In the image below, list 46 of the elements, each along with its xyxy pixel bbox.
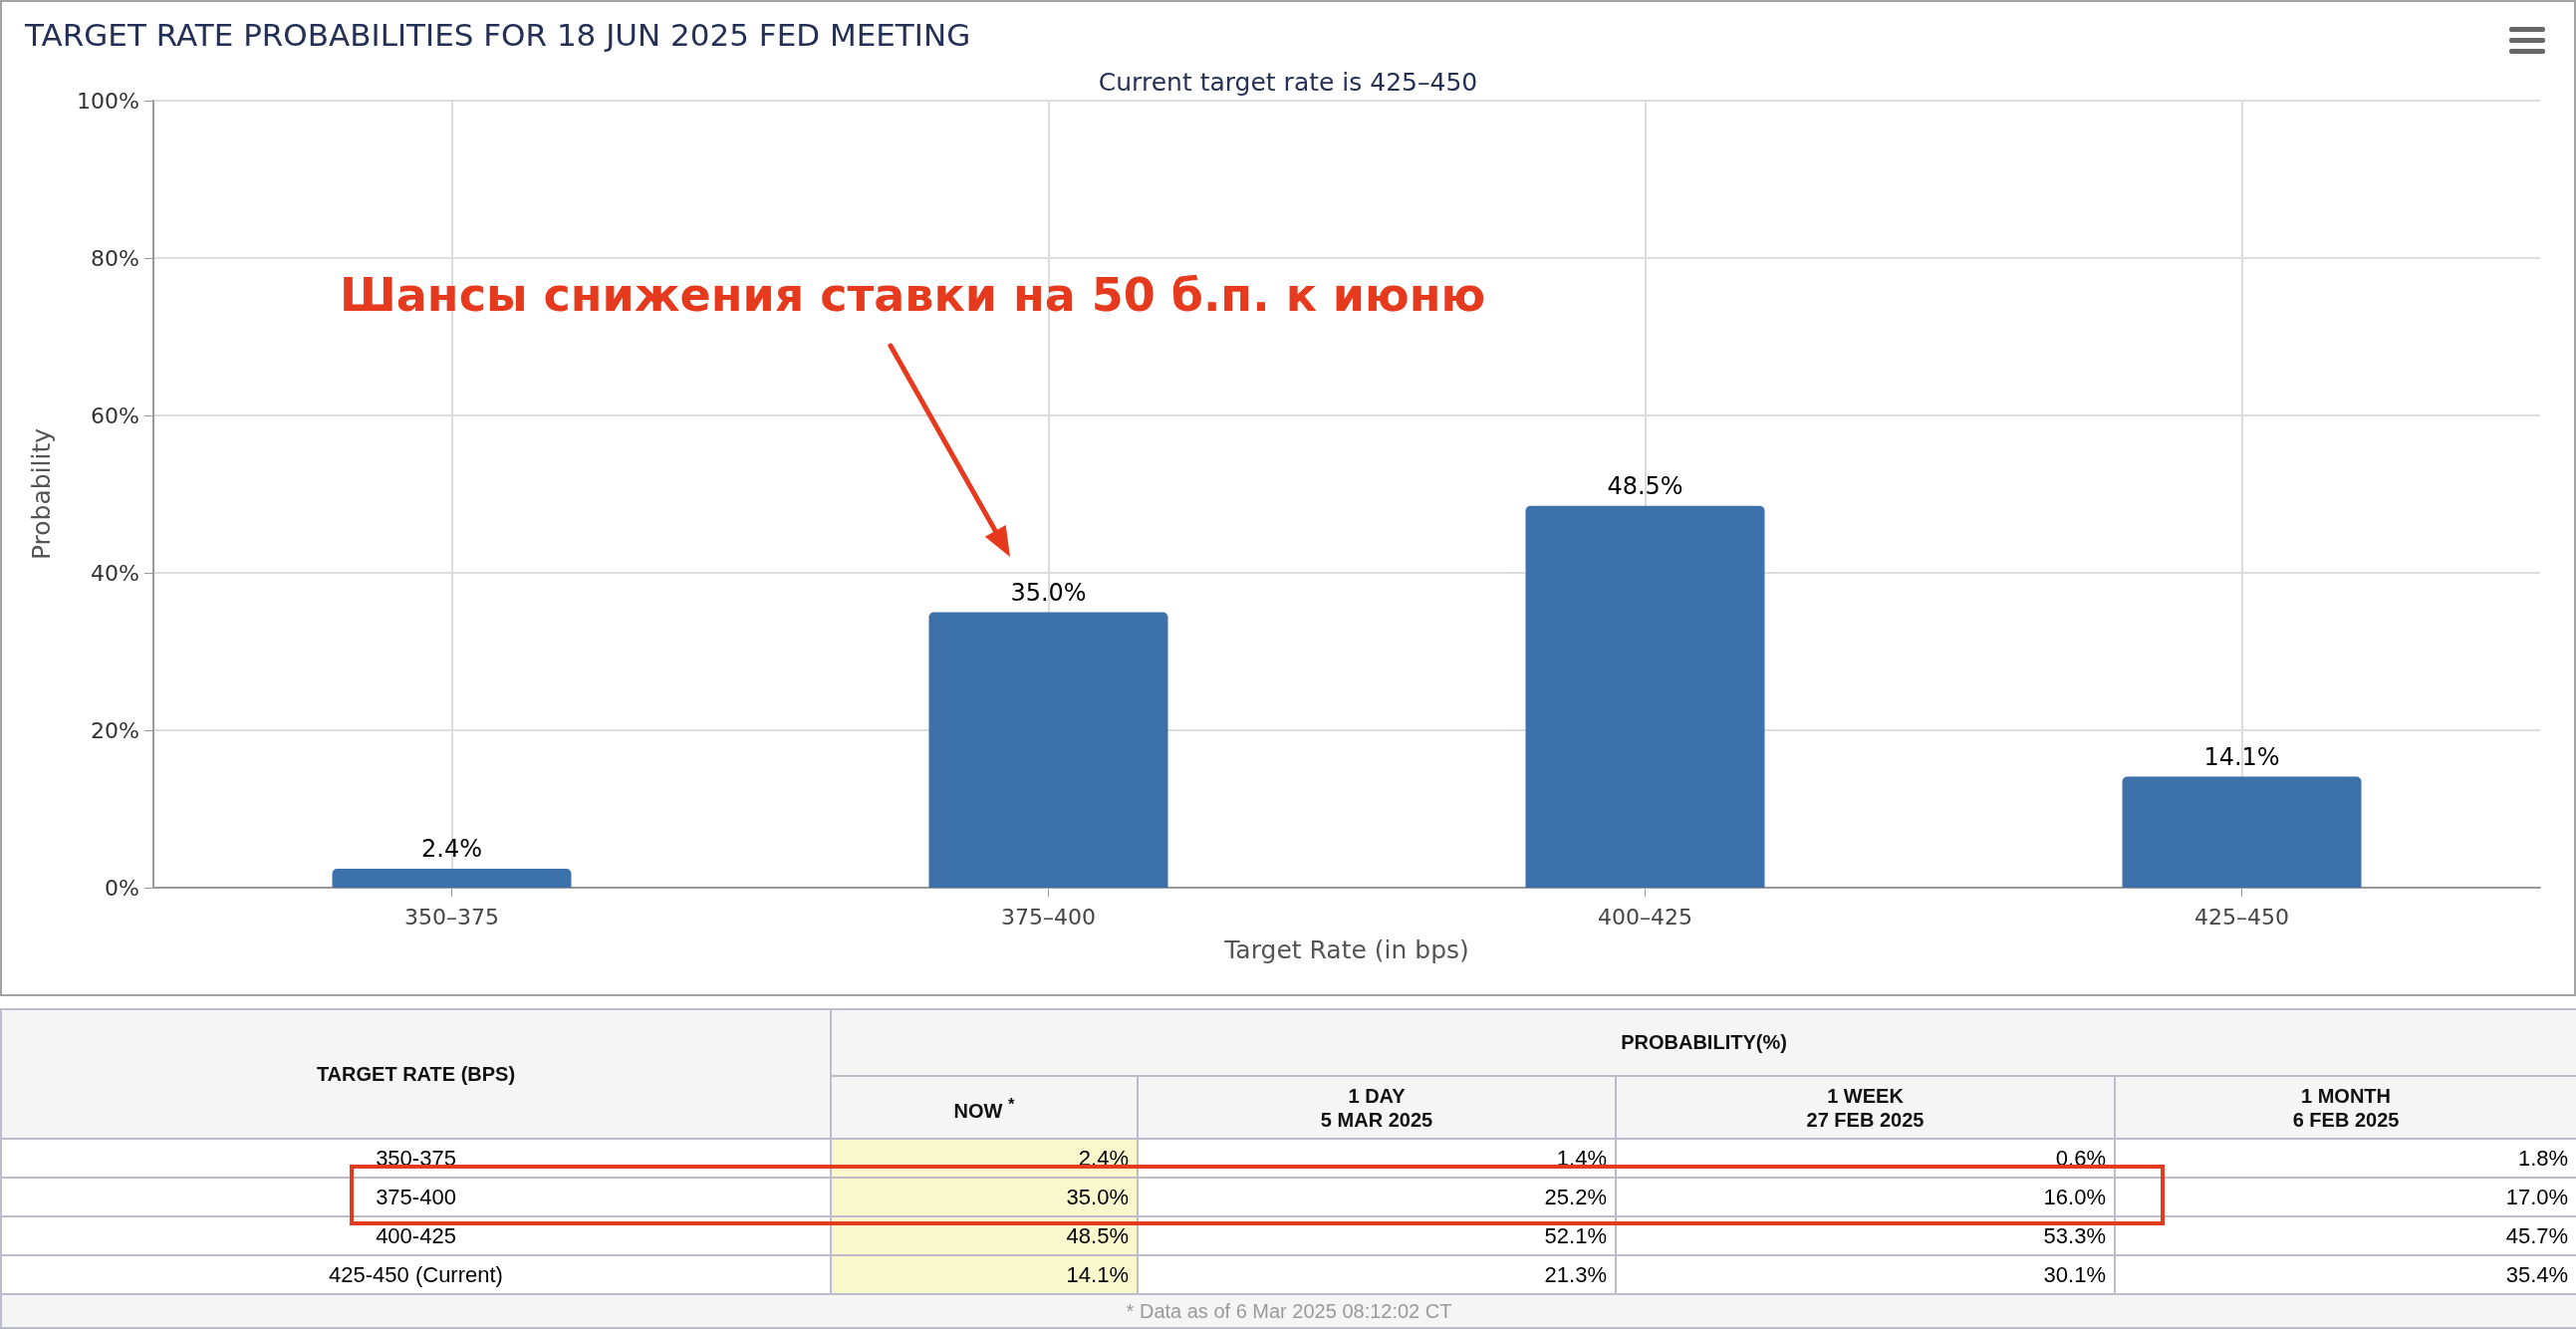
- series-label: NOW $^{*}$: [831, 1076, 1138, 1139]
- data-label: 35.0%: [1010, 578, 1087, 607]
- x-tick-label: 400–425: [1598, 904, 1692, 930]
- series-label: 1 DAY 5 MAR 2025: [1138, 1076, 1616, 1139]
- text: TARGET RATE (BPS): [1, 1009, 831, 1139]
- y-tick-label: 80%: [91, 245, 139, 271]
- category-label: 375-400: [1, 1178, 831, 1216]
- series-label: 1 WEEK 27 FEB 2025: [1616, 1076, 2115, 1139]
- bar: [332, 869, 572, 888]
- data-label: 35.4%: [2115, 1255, 2576, 1294]
- annotation: Шансы снижения ставки на 50 б.п. к июню: [340, 268, 1486, 322]
- y-tick-label: 20%: [91, 717, 139, 743]
- data-label: 14.1%: [831, 1255, 1138, 1294]
- bar: [2122, 776, 2362, 888]
- x-axis-title: Target Rate (in bps): [1223, 935, 1469, 964]
- y-tick-label: 100%: [77, 88, 139, 114]
- data-label: 14.1%: [2203, 742, 2280, 771]
- y-tick-label: 40%: [91, 560, 139, 586]
- series-label: 1 MONTH 6 FEB 2025: [2115, 1076, 2576, 1139]
- data-label: 1.8%: [2115, 1139, 2576, 1178]
- text: PROBABILITY(%): [831, 1009, 2576, 1076]
- bar: [1525, 505, 1765, 888]
- data-label: 25.2%: [1138, 1178, 1616, 1216]
- data-label: 35.0%: [831, 1178, 1138, 1216]
- data-label: 21.3%: [1138, 1255, 1616, 1294]
- y-axis-title: Probability: [27, 427, 56, 561]
- chart-subtitle: Current target rate is 425–450: [1098, 68, 1478, 97]
- text: * Data as of 6 Mar 2025 08:12:02 CT: [1, 1294, 2576, 1328]
- y-tick-label: 0%: [105, 875, 139, 901]
- data-label: 45.7%: [2115, 1216, 2576, 1255]
- x-tick-label: 350–375: [404, 904, 499, 930]
- chart-title: TARGET RATE PROBABILITIES FOR 18 JUN 2025 FED MEETING: [24, 16, 971, 53]
- data-label: 17.0%: [2115, 1178, 2576, 1216]
- category-label: 400-425: [1, 1216, 831, 1255]
- data-label: 30.1%: [1616, 1255, 2115, 1294]
- data-label: 53.3%: [1616, 1216, 2115, 1255]
- data-label: 48.5%: [1607, 471, 1683, 500]
- data-label: 2.4%: [421, 835, 482, 864]
- data-label: 16.0%: [1616, 1178, 2115, 1216]
- x-tick-label: 425–450: [2194, 904, 2289, 930]
- x-tick-label: 375–400: [1001, 904, 1096, 930]
- bar: [928, 612, 1168, 888]
- y-tick-label: 60%: [91, 402, 139, 428]
- data-label: 48.5%: [831, 1216, 1138, 1255]
- category-label: 425-450 (Current): [1, 1255, 831, 1294]
- data-label: 52.1%: [1138, 1216, 1616, 1255]
